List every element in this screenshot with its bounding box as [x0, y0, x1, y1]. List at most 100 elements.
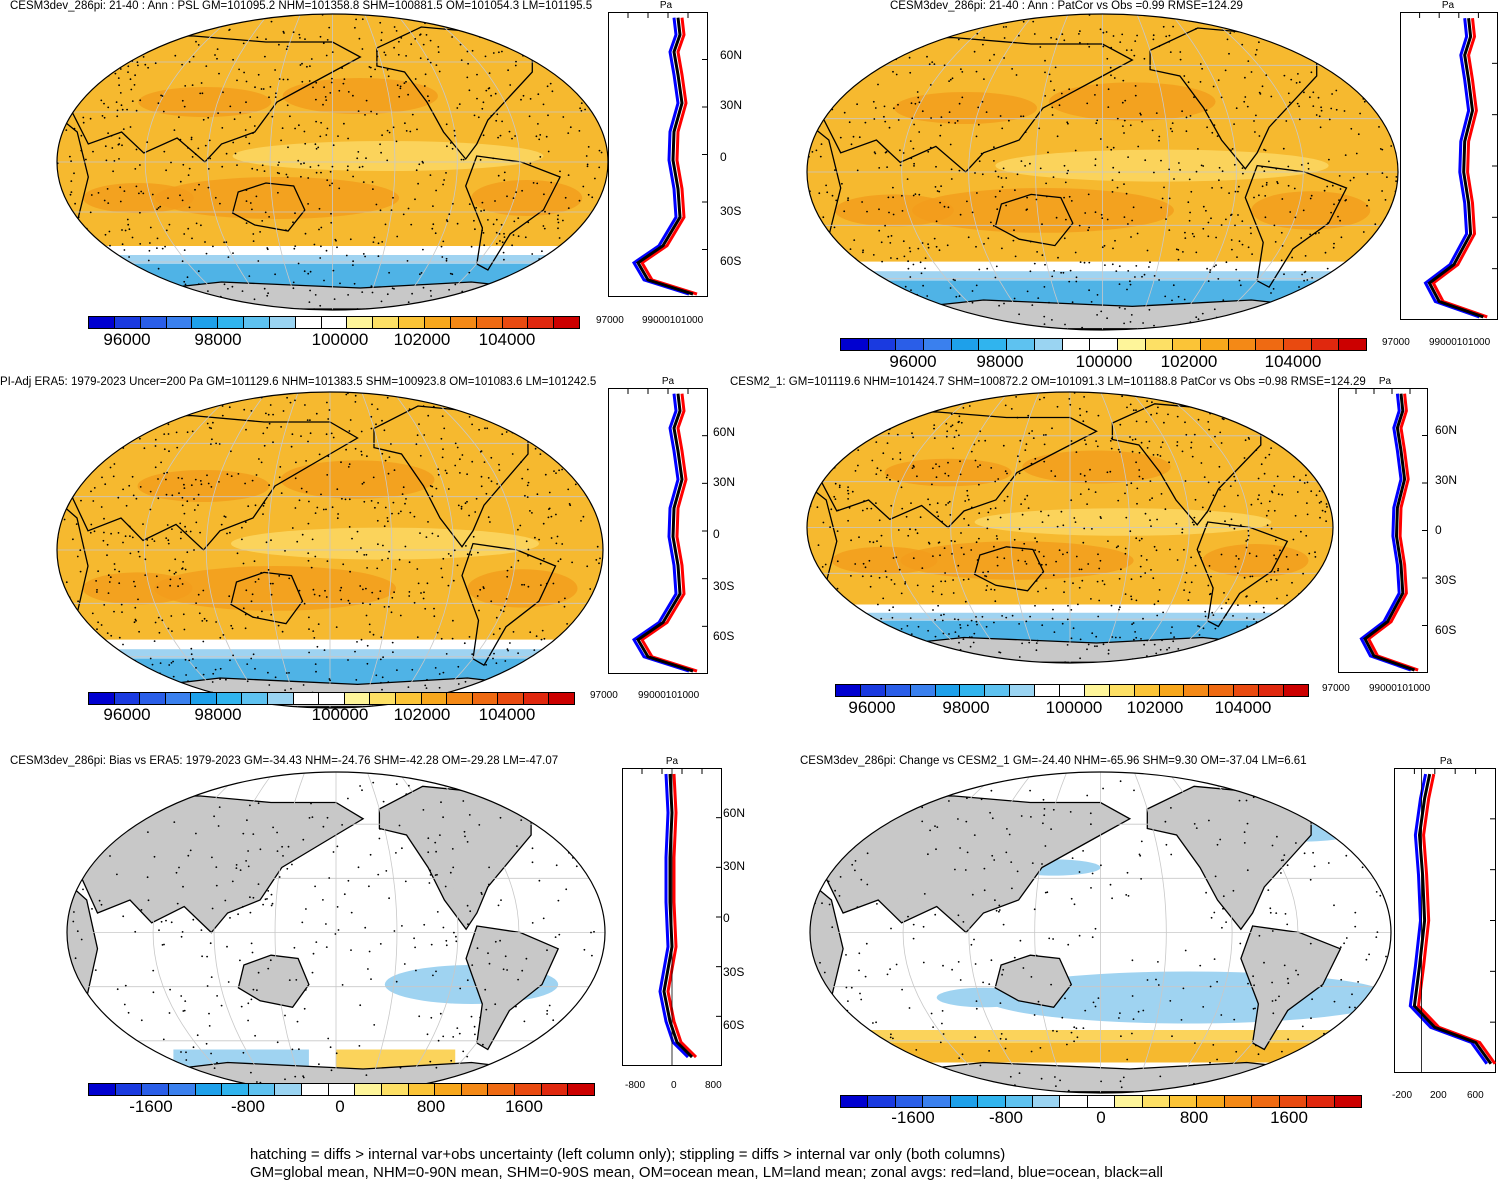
stipple-dot	[399, 87, 402, 90]
stipple-dot	[1043, 286, 1046, 288]
stipple-dot	[557, 822, 560, 824]
stipple-dot	[301, 921, 304, 924]
stipple-dot	[1091, 936, 1094, 939]
stipple-dot	[129, 535, 131, 537]
stipple-dot	[1006, 472, 1008, 475]
stipple-dot	[1320, 500, 1322, 503]
stipple-dot	[453, 931, 455, 934]
stipple-dot	[1235, 1050, 1238, 1053]
stipple-dot	[1076, 1036, 1079, 1039]
stipple-dot	[347, 294, 349, 296]
stipple-dot	[1291, 256, 1293, 259]
stipple-dot	[358, 37, 361, 40]
stipple-dot	[1288, 300, 1291, 302]
stipple-dot	[228, 595, 231, 598]
stipple-dot	[905, 294, 908, 297]
stipple-dot	[210, 443, 212, 445]
stipple-dot	[1018, 460, 1021, 463]
stipple-dot	[1210, 217, 1212, 220]
stipple-dot	[503, 179, 506, 182]
stipple-dot	[69, 818, 72, 821]
stipple-dot	[960, 532, 962, 534]
stipple-dot	[1020, 503, 1022, 505]
stipple-dot	[1110, 437, 1113, 440]
stipple-dot	[187, 227, 190, 230]
stipple-dot	[951, 400, 954, 403]
stipple-dot	[1344, 154, 1347, 157]
stipple-dot	[586, 392, 588, 393]
stipple-dot	[257, 260, 260, 262]
stipple-dot	[944, 472, 947, 475]
stipple-dot	[949, 78, 952, 81]
colorbar-swatch	[218, 317, 245, 328]
stipple-dot	[590, 250, 592, 253]
stipple-dot	[941, 1010, 944, 1012]
stipple-dot	[904, 582, 906, 585]
stipple-dot	[459, 987, 462, 990]
stipple-dot	[1265, 184, 1268, 186]
zonal-all-line	[1427, 18, 1484, 319]
stipple-dot	[1270, 527, 1273, 530]
stipple-dot	[1037, 1000, 1040, 1003]
stipple-dot	[978, 512, 981, 515]
stipple-dot	[149, 508, 152, 511]
stipple-dot	[157, 102, 160, 105]
stipple-dot	[901, 988, 903, 991]
stipple-dot	[1276, 597, 1278, 600]
stipple-dot	[325, 508, 327, 511]
stipple-dot	[218, 443, 221, 445]
stipple-dot	[310, 802, 312, 805]
stipple-dot	[1243, 831, 1246, 833]
stipple-dot	[280, 139, 282, 142]
stipple-dot	[910, 289, 912, 291]
stipple-dot	[449, 555, 452, 557]
stipple-dot	[1121, 33, 1124, 36]
stipple-dot	[221, 405, 224, 407]
stipple-dot	[272, 826, 274, 829]
stipple-dot	[970, 450, 973, 453]
stipple-dot	[602, 525, 603, 527]
stipple-dot	[962, 390, 964, 391]
stipple-dot	[1155, 412, 1158, 415]
stipple-dot	[383, 525, 386, 528]
stipple-dot	[975, 284, 978, 287]
stipple-dot	[1084, 212, 1087, 214]
stipple-dot	[409, 511, 412, 514]
stipple-dot	[429, 61, 432, 64]
stipple-dot	[395, 783, 398, 786]
stipple-dot	[368, 950, 371, 953]
stipple-dot	[1307, 168, 1310, 170]
stipple-dot	[66, 682, 69, 685]
stipple-dot	[934, 635, 937, 638]
stipple-dot	[907, 915, 909, 918]
stipple-dot	[939, 201, 941, 204]
stipple-dot	[945, 504, 947, 506]
stipple-dot	[429, 289, 432, 292]
stipple-dot	[1333, 203, 1335, 206]
stipple-dot	[1213, 124, 1216, 126]
stipple-dot	[371, 591, 374, 594]
stipple-dot	[1270, 428, 1273, 430]
stipple-dot	[359, 785, 361, 787]
stipple-dot	[1220, 553, 1223, 556]
stipple-dot	[415, 169, 418, 172]
stipple-dot	[1153, 603, 1156, 606]
stipple-dot	[1162, 25, 1165, 28]
stipple-dot	[510, 566, 513, 568]
stipple-dot	[884, 570, 887, 572]
stipple-dot	[208, 426, 211, 429]
stipple-dot	[70, 230, 73, 232]
stipple-dot	[158, 291, 161, 293]
stipple-dot	[529, 98, 532, 100]
stipple-dot	[821, 303, 824, 305]
stipple-dot	[1009, 1075, 1012, 1078]
stipple-dot	[121, 144, 123, 147]
stipple-dot	[951, 77, 954, 80]
stipple-dot	[541, 629, 544, 632]
stipple-dot	[881, 1041, 884, 1044]
stipple-dot	[263, 444, 266, 447]
stipple-dot	[1237, 604, 1239, 606]
stipple-dot	[351, 537, 353, 540]
stipple-dot	[893, 583, 896, 585]
stipple-dot	[900, 628, 903, 630]
